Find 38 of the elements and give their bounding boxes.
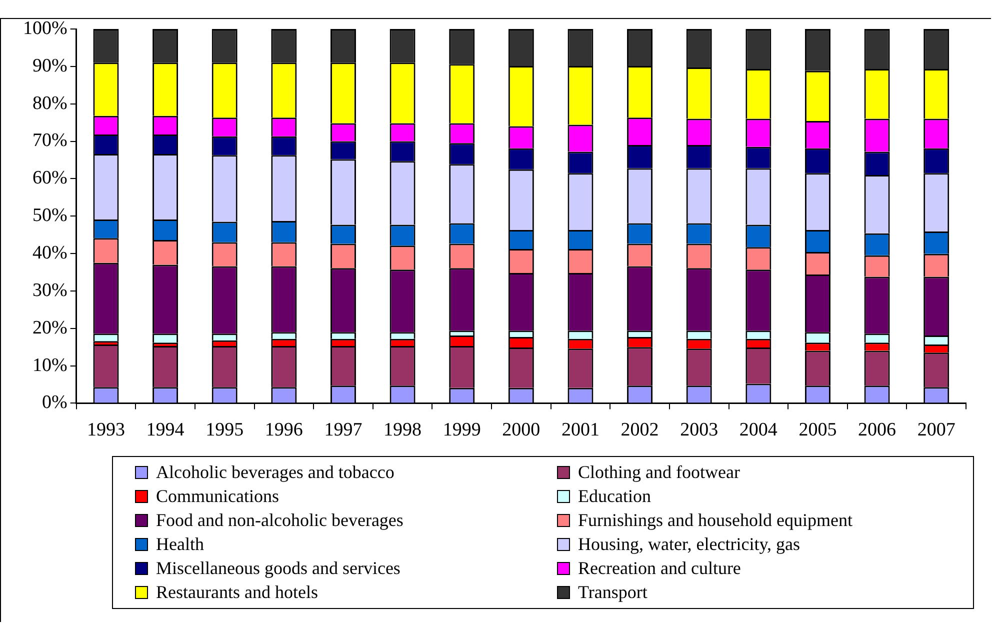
x-tick-label: 2003 [680, 420, 718, 441]
y-tick-label: 70% [32, 130, 68, 152]
x-tick-label: 2002 [620, 420, 659, 441]
x-tick-label: 1998 [384, 420, 422, 441]
x-tick-label: 2004 [739, 420, 778, 441]
legend-label: Housing, water, electricity, gas [578, 534, 800, 555]
legend-label: Furnishings and household equipment [578, 510, 852, 531]
y-tick-label: 50% [32, 205, 68, 226]
legend-label: Education [578, 486, 651, 507]
legend-label: Recreation and culture [578, 558, 741, 579]
x-tick-label: 2005 [798, 420, 837, 441]
y-tick-label: 60% [32, 168, 68, 189]
x-tick-label: 2006 [858, 420, 896, 441]
legend-label: Miscellaneous goods and services [156, 558, 400, 579]
y-tick-label: 0% [42, 392, 68, 414]
y-tick-label: 80% [32, 92, 68, 114]
x-tick-label: 1994 [146, 420, 185, 441]
y-tick-label: 20% [32, 317, 68, 338]
y-tick-label: 30% [32, 280, 68, 301]
legend-label: Alcoholic beverages and tobacco [156, 462, 394, 483]
legend-label: Food and non-alcoholic beverages [156, 510, 404, 531]
y-tick-label: 90% [32, 55, 68, 76]
x-tick-label: 2000 [502, 420, 540, 441]
x-tick-label: 2007 [917, 420, 956, 441]
x-tick-label: 1999 [442, 420, 481, 441]
legend-label: Restaurants and hotels [156, 582, 318, 603]
legend-label: Clothing and footwear [578, 462, 740, 483]
legend-label: Transport [578, 582, 648, 603]
y-tick-label: 100% [23, 18, 68, 39]
legend-label: Communications [156, 486, 279, 507]
x-tick-label: 2001 [561, 420, 600, 441]
y-tick-label: 40% [32, 242, 68, 264]
x-tick-label: 1993 [86, 420, 125, 441]
x-tick-label: 1996 [264, 420, 303, 441]
x-tick-label: 1995 [206, 420, 244, 441]
legend-label: Health [156, 534, 204, 555]
x-tick-label: 1997 [324, 420, 362, 441]
y-tick-label: 10% [32, 354, 68, 376]
